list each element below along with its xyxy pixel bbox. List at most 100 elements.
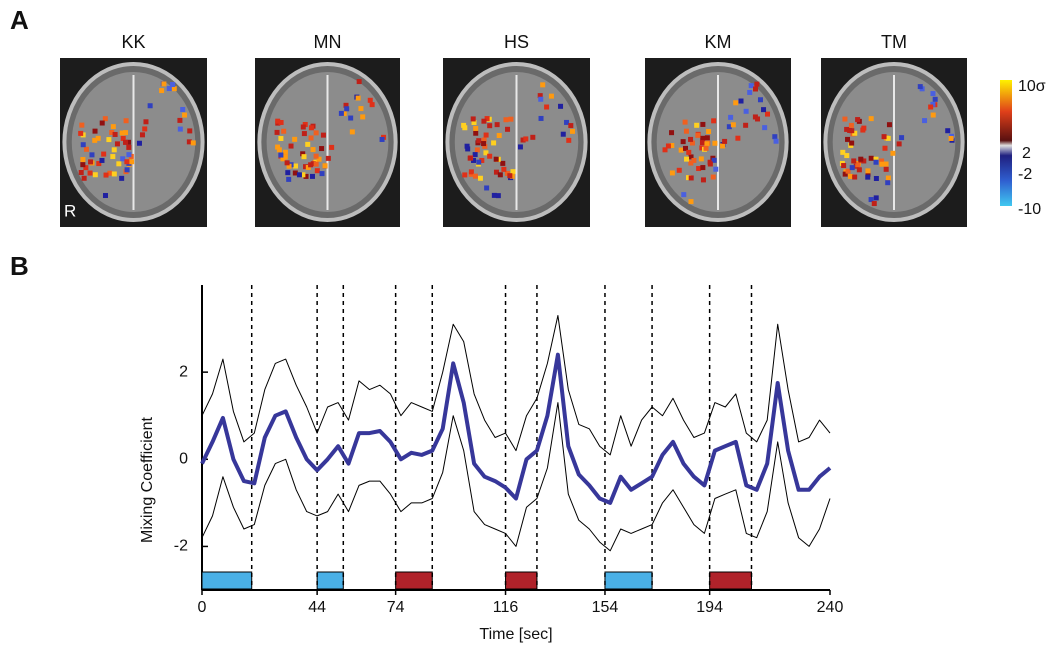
activation-voxel [313, 161, 319, 167]
activation-voxel [285, 170, 291, 176]
activation-voxel [95, 135, 101, 141]
series-line [201, 315, 831, 456]
activation-voxel [487, 153, 493, 159]
activation-voxel [558, 103, 564, 109]
activation-voxel [699, 140, 705, 146]
activation-voxel [700, 165, 706, 171]
activation-voxel [540, 82, 546, 88]
activation-voxel [860, 127, 866, 133]
activation-voxel [688, 154, 694, 160]
activation-voxel [78, 170, 84, 176]
activation-voxel [301, 131, 307, 137]
activation-voxel [493, 156, 499, 162]
activation-voxel [700, 121, 706, 127]
activation-voxel [678, 147, 684, 153]
activation-voxel [691, 157, 697, 163]
activation-voxel [465, 146, 471, 152]
activation-voxel [325, 155, 331, 161]
colorbar-label: -2 [1018, 166, 1032, 183]
y-tick-label: 0 [179, 451, 188, 468]
activation-voxel [473, 125, 479, 131]
activation-voxel [305, 141, 311, 147]
activation-voxel [684, 156, 690, 162]
activation-voxel [276, 147, 282, 153]
activation-voxel [948, 135, 954, 141]
activation-voxel [683, 128, 689, 134]
activation-voxel [313, 153, 319, 159]
activation-voxel [748, 83, 754, 89]
activation-voxel [470, 116, 476, 122]
activation-voxel [757, 97, 763, 103]
activation-voxel [747, 89, 753, 95]
activation-voxel [711, 118, 717, 124]
x-axis-label: Time [sec] [479, 626, 552, 643]
activation-voxel [79, 122, 85, 128]
activation-voxel [320, 132, 326, 138]
activation-voxel [762, 125, 768, 131]
activation-voxel [669, 170, 675, 176]
activation-voxel [508, 116, 514, 122]
activation-voxel [278, 152, 284, 158]
activation-voxel [310, 147, 316, 153]
activation-voxel [852, 174, 858, 180]
activation-voxel [123, 130, 129, 136]
activation-voxel [868, 116, 874, 122]
activation-voxel [761, 107, 767, 113]
activation-voxel [682, 145, 688, 151]
activation-voxel [868, 155, 874, 161]
activation-voxel [743, 122, 749, 128]
activation-voxel [883, 166, 889, 172]
activation-voxel [112, 131, 118, 137]
activation-voxel [275, 118, 281, 124]
activation-voxel [292, 170, 298, 176]
activation-voxel [899, 135, 905, 141]
activation-voxel [101, 151, 107, 157]
activation-voxel [483, 132, 489, 138]
activation-voxel [879, 158, 885, 164]
activation-voxel [848, 122, 854, 128]
activation-voxel [139, 132, 145, 138]
activation-voxel [858, 156, 864, 162]
activation-voxel [728, 114, 734, 120]
activation-voxel [116, 161, 122, 167]
activation-voxel [170, 82, 176, 88]
activation-voxel [177, 117, 183, 123]
y-axis-label: Mixing Coefficient [139, 416, 156, 543]
activation-voxel [885, 180, 891, 186]
activation-voxel [494, 122, 500, 128]
activation-voxel [338, 110, 344, 116]
y-tick-label: -2 [174, 538, 188, 555]
activation-voxel [300, 172, 306, 178]
activation-voxel [483, 150, 489, 156]
activation-voxel [479, 157, 485, 163]
activation-voxel [852, 130, 858, 136]
activation-voxel [686, 149, 692, 155]
activation-voxel [303, 173, 309, 179]
activation-voxel [309, 173, 315, 179]
activation-voxel [844, 126, 850, 132]
activation-voxel [182, 112, 188, 118]
activation-voxel [341, 111, 347, 117]
activation-voxel [710, 174, 716, 180]
activation-voxel [881, 134, 887, 140]
activation-voxel [103, 172, 109, 178]
activation-voxel [288, 143, 294, 149]
activation-voxel [682, 119, 688, 125]
activation-voxel [286, 163, 292, 169]
activation-voxel [92, 128, 98, 134]
activation-voxel [147, 103, 153, 109]
activation-voxel [484, 185, 490, 191]
activation-voxel [738, 98, 744, 104]
subject-label: KM [705, 32, 732, 52]
activation-voxel [695, 132, 701, 138]
activation-voxel [681, 192, 687, 198]
activation-voxel [882, 145, 888, 151]
activation-voxel [110, 154, 116, 160]
activation-voxel [349, 129, 355, 135]
activation-voxel [491, 140, 497, 146]
activation-voxel [707, 161, 713, 167]
activation-voxel [484, 116, 490, 122]
activation-voxel [669, 130, 675, 136]
activation-voxel [855, 117, 861, 123]
activation-voxel [873, 195, 879, 201]
